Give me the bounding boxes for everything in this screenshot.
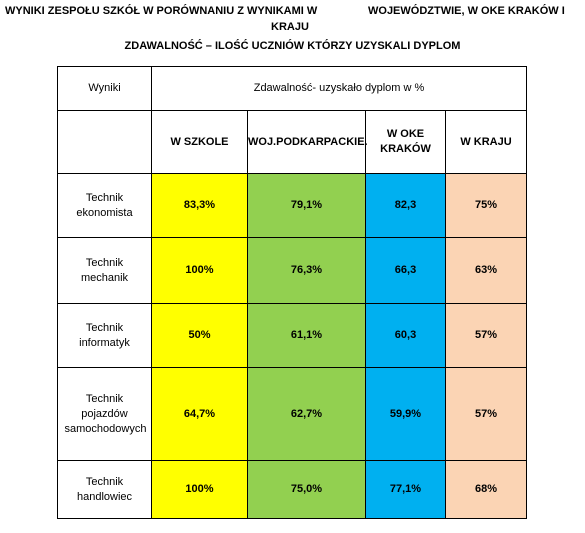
value-province: 62,7% [247, 367, 366, 461]
table-row: Technik informatyk 50% 61,1% 60,3 57% [57, 303, 528, 368]
row-label: Technik mechanik [57, 237, 152, 304]
results-table: Wyniki Zdawalność- uzyskało dyplom w % W… [57, 66, 528, 519]
value-oke: 66,3 [365, 237, 446, 304]
value-school: 100% [151, 460, 248, 519]
column-header-country: W KRAJU [444, 110, 528, 174]
row-label-text: Technik ekonomista [76, 191, 133, 219]
table-row: Technik handlowiec 100% 75,0% 77,1% 68% [57, 460, 528, 519]
value-oke: 82,3 [365, 173, 446, 238]
value-oke: 60,3 [365, 303, 446, 368]
value-province: 79,1% [247, 173, 366, 238]
row-label-text: Technik pojazdów samochodowych [64, 392, 147, 435]
row-label: Technik handlowiec [57, 460, 152, 519]
value-province: 75,0% [247, 460, 366, 519]
row-label-text: Technik informatyk [79, 321, 130, 349]
top-left-header: Wyniki [57, 66, 152, 111]
value-country: 63% [444, 237, 528, 304]
empty-corner-cell [57, 110, 152, 174]
value-school: 83,3% [151, 173, 248, 238]
title-line-1-left: WYNIKI ZESPOŁU SZKÓŁ W PORÓWNANIU Z WYNI… [5, 5, 318, 17]
table-row: Technik mechanik 100% 76,3% 66,3 63% [57, 237, 528, 304]
column-header-row: W SZKOLE WOJ.PODKARPACKIE. W OKE KRAKÓW … [57, 110, 528, 174]
subtitle: ZDAWALNOŚĆ – ILOŚĆ UCZNIÓW KTÓRZY UZYSKA… [124, 40, 461, 52]
row-label: Technik pojazdów samochodowych [57, 367, 152, 461]
value-country: 57% [444, 367, 528, 461]
column-header-school: W SZKOLE [151, 110, 248, 174]
value-school: 64,7% [151, 367, 248, 461]
table-header-row: Wyniki Zdawalność- uzyskało dyplom w % [57, 66, 528, 111]
row-label-text: Technik mechanik [80, 256, 129, 284]
value-oke: 77,1% [365, 460, 446, 519]
value-school: 50% [151, 303, 248, 368]
value-country: 75% [444, 173, 528, 238]
table-row: Technik ekonomista 83,3% 79,1% 82,3 75% [57, 173, 528, 238]
column-header-province: WOJ.PODKARPACKIE. [247, 110, 368, 174]
value-school: 100% [151, 237, 248, 304]
row-label: Technik ekonomista [57, 173, 152, 238]
title-line-2: KRAJU [271, 21, 309, 33]
value-country: 68% [444, 460, 528, 519]
table-row: Technik pojazdów samochodowych 64,7% 62,… [57, 367, 528, 461]
title-line-1-right: WOJEWÓDZTWIE, W OKE KRAKÓW I [368, 5, 565, 17]
value-province: 76,3% [247, 237, 366, 304]
column-header-oke: W OKE KRAKÓW [365, 110, 446, 174]
value-country: 57% [444, 303, 528, 368]
column-header-oke-label: W OKE KRAKÓW [380, 128, 431, 155]
group-header: Zdawalność- uzyskało dyplom w % [150, 66, 528, 111]
value-oke: 59,9% [365, 367, 446, 461]
row-label: Technik informatyk [57, 303, 152, 368]
value-province: 61,1% [247, 303, 366, 368]
row-label-text: Technik handlowiec [76, 475, 133, 503]
